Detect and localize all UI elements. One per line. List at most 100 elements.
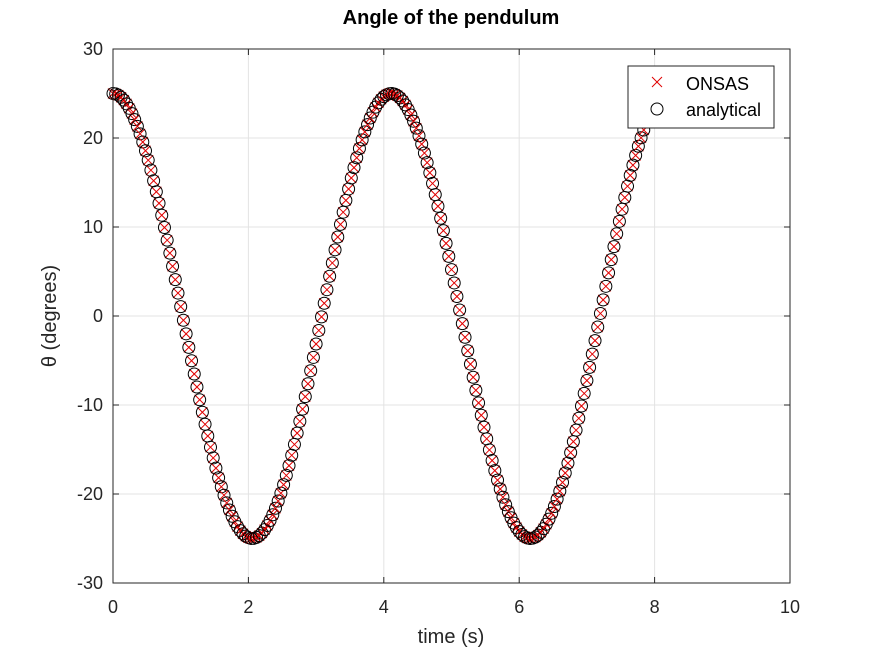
analytical-point — [315, 310, 329, 324]
onsas-point — [142, 154, 154, 166]
onsas-point-stroke — [592, 321, 604, 333]
analytical-point — [547, 500, 561, 514]
onsas-point-stroke — [440, 238, 452, 249]
onsas-point — [167, 260, 178, 272]
onsas-point-stroke — [465, 358, 476, 370]
onsas-point-stroke — [354, 143, 365, 154]
onsas-point-stroke — [329, 244, 341, 256]
onsas-point-stroke — [308, 352, 319, 363]
y-axis-label: θ (degrees) — [39, 265, 61, 367]
onsas-point-stroke — [164, 247, 176, 259]
analytical-point — [163, 246, 177, 260]
onsas-point — [186, 355, 197, 367]
onsas-point — [183, 342, 195, 353]
onsas-point — [345, 172, 357, 184]
analytical-point — [171, 286, 185, 300]
analytical-point — [461, 344, 475, 358]
analytical-point — [222, 503, 236, 517]
onsas-point-stroke — [473, 397, 484, 409]
onsas-point-stroke — [297, 403, 308, 415]
onsas-point-stroke — [197, 406, 208, 418]
onsas-point — [546, 507, 558, 519]
onsas-point-stroke — [356, 134, 368, 146]
onsas-point — [578, 388, 590, 399]
onsas-point-stroke — [345, 172, 357, 184]
onsas-point-stroke — [362, 119, 373, 130]
onsas-point — [435, 212, 447, 224]
onsas-point — [448, 277, 460, 289]
onsas-point-stroke — [573, 412, 585, 424]
onsas-point-stroke — [183, 342, 195, 353]
analytical-point — [593, 306, 607, 320]
axis-ticks: 0 2 4 6 8 10 -30 -20 -10 0 10 20 30 — [77, 39, 800, 617]
onsas-point — [586, 348, 598, 360]
onsas-point — [543, 513, 555, 525]
onsas-point-stroke — [456, 318, 468, 330]
onsas-point-stroke — [603, 267, 614, 279]
data-marks — [106, 87, 651, 545]
onsas-point-stroke — [581, 375, 593, 386]
onsas-point — [581, 375, 593, 386]
onsas-point — [169, 274, 181, 285]
analytical-point — [174, 300, 188, 314]
onsas-point — [470, 384, 482, 396]
analytical-point — [298, 390, 312, 404]
onsas-point-stroke — [294, 415, 306, 427]
analytical-point — [585, 347, 599, 361]
onsas-point — [205, 441, 216, 453]
onsas-point — [297, 403, 308, 415]
y-tick-label: 20 — [83, 128, 103, 148]
onsas-point — [326, 257, 338, 269]
onsas-point — [283, 460, 295, 471]
onsas-point — [137, 136, 149, 148]
onsas-point-stroke — [326, 257, 338, 269]
analytical-point — [325, 256, 339, 270]
onsas-point — [589, 335, 601, 346]
onsas-point-stroke — [145, 164, 157, 176]
onsas-point-stroke — [159, 222, 170, 233]
onsas-point — [324, 270, 335, 282]
analytical-point — [217, 488, 231, 502]
onsas-point — [202, 430, 214, 442]
onsas-point-stroke — [321, 284, 333, 296]
onsas-point-stroke — [194, 394, 206, 406]
onsas-point-stroke — [302, 378, 314, 390]
onsas-point-stroke — [413, 130, 425, 142]
onsas-point-stroke — [611, 228, 623, 240]
analytical-point — [472, 396, 486, 410]
analytical-point — [333, 217, 347, 231]
onsas-point-stroke — [484, 444, 495, 456]
onsas-point — [454, 304, 465, 316]
onsas-point — [159, 222, 170, 233]
onsas-point-stroke — [622, 180, 633, 192]
analytical-point — [309, 337, 323, 351]
onsas-point-stroke — [140, 145, 151, 157]
analytical-point — [130, 119, 144, 133]
onsas-point-stroke — [427, 178, 438, 189]
onsas-point — [207, 452, 219, 464]
analytical-point — [439, 236, 453, 250]
onsas-point-stroke — [635, 132, 647, 144]
analytical-point — [144, 163, 158, 177]
onsas-point — [180, 328, 192, 340]
onsas-point — [429, 189, 441, 200]
onsas-point-stroke — [446, 264, 457, 275]
onsas-point-stroke — [305, 365, 317, 377]
onsas-point — [224, 504, 235, 516]
onsas-point-stroke — [343, 183, 354, 195]
analytical-point — [209, 461, 223, 475]
onsas-point — [413, 130, 425, 142]
onsas-point — [494, 483, 506, 495]
onsas-point — [568, 436, 579, 447]
onsas-point-stroke — [199, 418, 211, 430]
onsas-point-stroke — [584, 362, 595, 373]
x-tick-label: 0 — [108, 597, 118, 617]
onsas-point — [503, 506, 514, 517]
onsas-point-stroke — [324, 270, 335, 282]
onsas-point-stroke — [605, 254, 617, 265]
onsas-point-stroke — [188, 368, 200, 380]
onsas-point-stroke — [551, 493, 563, 505]
onsas-point-stroke — [489, 465, 501, 476]
onsas-point-stroke — [178, 314, 189, 326]
onsas-point — [188, 368, 200, 380]
